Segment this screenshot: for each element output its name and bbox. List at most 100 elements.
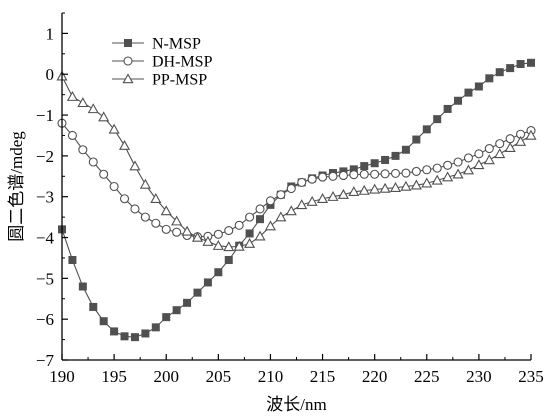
x-tick-label: 200 <box>153 367 179 386</box>
data-point <box>443 160 453 170</box>
data-point <box>379 182 391 193</box>
data-point <box>359 169 369 179</box>
data-point <box>141 329 150 338</box>
y-tick-label: −7 <box>36 351 55 370</box>
data-point <box>181 225 193 236</box>
data-point <box>233 240 245 251</box>
data-point <box>411 166 421 176</box>
data-point <box>77 97 89 108</box>
data-point <box>161 224 171 234</box>
y-tick-label: 1 <box>46 24 55 43</box>
data-point <box>442 171 454 182</box>
y-tick-label: −6 <box>36 310 54 329</box>
data-point <box>171 215 183 226</box>
data-point <box>453 157 463 167</box>
data-point <box>224 255 233 264</box>
data-point <box>130 204 140 214</box>
data-point <box>443 104 452 113</box>
data-point <box>306 195 318 206</box>
data-point <box>462 164 475 175</box>
data-point <box>162 313 171 322</box>
data-point <box>151 323 160 332</box>
legend-marker <box>122 73 134 84</box>
x-axis-title: 波长/nm <box>266 395 326 414</box>
data-point <box>213 229 223 239</box>
x-tick-label: 235 <box>518 367 544 386</box>
y-axis-title: 圆二色谱/mdeg <box>7 131 26 242</box>
data-point <box>410 179 422 190</box>
data-point <box>525 129 537 140</box>
data-point <box>370 159 379 168</box>
data-point <box>191 231 204 242</box>
data-point <box>391 151 400 160</box>
x-tick-label: 190 <box>49 367 75 386</box>
data-point <box>67 130 77 141</box>
y-tick-label: 0 <box>46 65 55 84</box>
data-point <box>254 230 266 241</box>
series-dh-msp <box>57 118 536 242</box>
data-point <box>337 188 349 199</box>
data-point <box>99 169 109 179</box>
x-tick-label: 215 <box>310 367 336 386</box>
data-point <box>78 282 87 291</box>
data-point <box>527 58 536 67</box>
data-point <box>318 172 328 182</box>
data-point <box>224 226 234 236</box>
data-point <box>212 239 224 250</box>
data-point <box>484 143 494 154</box>
axes: 190 195 200 205 210 215 220 225 230 235 1 0 −1 −2 −3 −4… <box>36 12 544 386</box>
data-point <box>506 64 515 73</box>
x-tick-label: 210 <box>258 367 284 386</box>
y-tick-label: −5 <box>36 269 54 288</box>
data-point <box>264 220 276 231</box>
data-point <box>66 90 78 101</box>
data-point <box>370 169 380 179</box>
data-point <box>401 145 410 154</box>
data-point <box>504 141 516 152</box>
data-point <box>255 204 265 214</box>
data-point <box>381 155 390 164</box>
data-point <box>328 171 338 181</box>
data-point <box>129 160 141 171</box>
data-point <box>369 183 381 194</box>
data-point <box>202 235 214 246</box>
data-point <box>118 139 131 150</box>
data-point <box>256 215 265 224</box>
data-point <box>172 227 182 237</box>
data-point <box>421 177 433 188</box>
data-point <box>422 165 432 175</box>
data-point <box>87 103 99 114</box>
data-point <box>276 190 286 200</box>
data-point <box>245 212 255 222</box>
y-tick-label: −2 <box>36 147 54 166</box>
y-tick-label: −4 <box>36 229 55 248</box>
data-point <box>327 190 339 201</box>
data-point <box>474 149 484 159</box>
data-point <box>495 139 505 149</box>
data-point <box>401 168 411 178</box>
legend-label: PP-MSP <box>152 72 207 89</box>
data-point <box>119 194 130 204</box>
data-point <box>485 74 494 83</box>
data-point <box>432 163 442 173</box>
data-point <box>68 255 77 264</box>
legend-marker <box>124 39 133 48</box>
data-point <box>214 268 223 277</box>
legend-label: N-MSP <box>152 36 201 53</box>
data-point <box>505 134 515 144</box>
data-point <box>358 184 370 195</box>
data-point <box>88 157 98 167</box>
data-point <box>516 60 525 69</box>
data-point <box>296 199 308 210</box>
data-point <box>99 317 108 326</box>
data-point <box>431 174 443 185</box>
data-point <box>193 288 202 297</box>
data-point <box>474 82 483 91</box>
data-point <box>78 145 88 155</box>
data-point <box>223 241 235 252</box>
series-line <box>61 76 532 248</box>
data-point <box>120 332 129 341</box>
y-tick-label: −1 <box>36 106 54 125</box>
data-point <box>109 181 119 192</box>
data-point <box>454 96 463 105</box>
